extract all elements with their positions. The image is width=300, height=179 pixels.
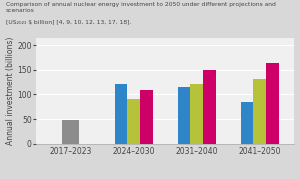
- Bar: [203, 70, 216, 144]
- Bar: [241, 102, 253, 144]
- Bar: [178, 87, 190, 144]
- Bar: [190, 84, 203, 144]
- Text: Comparison of annual nuclear energy investment to 2050 under different projectio: Comparison of annual nuclear energy inve…: [6, 2, 276, 13]
- Bar: [128, 99, 140, 144]
- Bar: [140, 90, 153, 144]
- Bar: [254, 79, 266, 144]
- Bar: [266, 63, 279, 144]
- Bar: [62, 120, 79, 144]
- Text: [US₂₀₂₃ $ billion] [4, 9, 10, 12, 13, 17, 18].: [US₂₀₂₃ $ billion] [4, 9, 10, 12, 13, 17…: [6, 20, 131, 25]
- Y-axis label: Annual investment (billions): Annual investment (billions): [6, 37, 15, 145]
- Bar: [115, 84, 128, 144]
